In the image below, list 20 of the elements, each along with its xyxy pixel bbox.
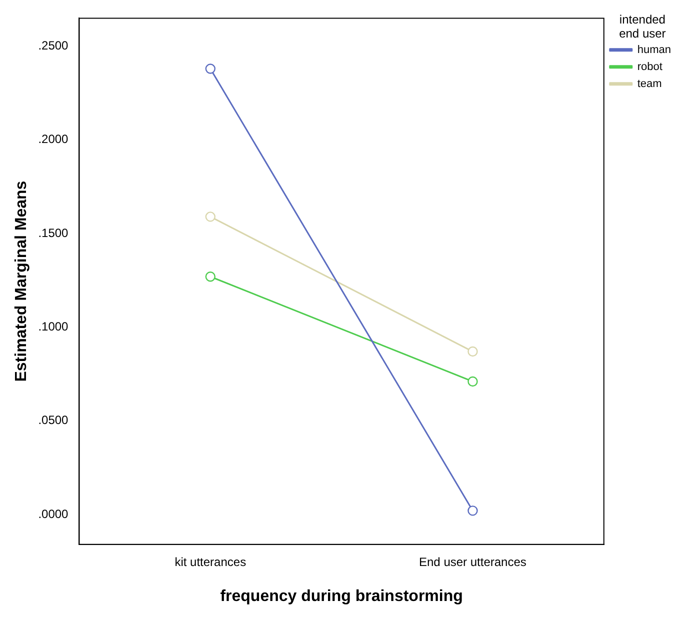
legend-label: human — [637, 44, 672, 56]
y-tick-label: .2000 — [38, 132, 69, 146]
y-tick-label: .2500 — [38, 38, 69, 53]
legend-label: team — [637, 78, 662, 90]
y-tick-label: .1000 — [38, 319, 69, 334]
x-tick-label: End user utterances — [419, 554, 526, 569]
x-axis-title: frequency during brainstorming — [220, 588, 463, 605]
point — [205, 64, 216, 74]
y-axis-title: Estimated Marginal Means — [13, 180, 30, 382]
point — [468, 376, 478, 387]
x-tick-label: kit utterances — [174, 554, 246, 569]
point — [468, 506, 478, 516]
y-tick-label: .1500 — [38, 226, 69, 240]
legend-label: robot — [637, 60, 662, 73]
point — [205, 212, 216, 222]
legend-title: intended end user — [619, 12, 666, 41]
point — [468, 346, 478, 357]
y-tick-label: .0500 — [38, 413, 69, 428]
y-tick-label: .0000 — [38, 506, 69, 521]
point — [205, 272, 216, 282]
